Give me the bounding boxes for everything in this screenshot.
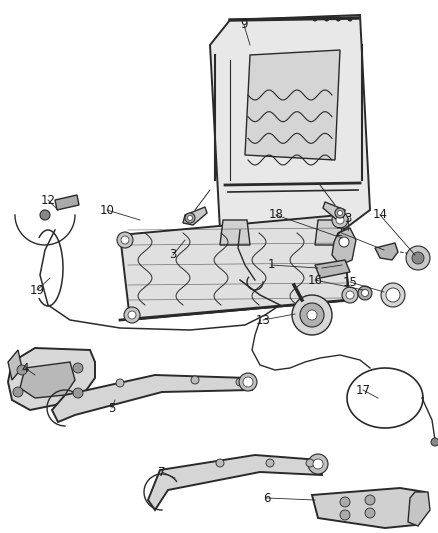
Polygon shape — [20, 362, 75, 398]
Circle shape — [386, 288, 400, 302]
Circle shape — [336, 17, 341, 21]
Text: 10: 10 — [99, 204, 114, 216]
Circle shape — [73, 388, 83, 398]
Text: 13: 13 — [255, 313, 270, 327]
Circle shape — [236, 378, 244, 386]
Circle shape — [117, 232, 133, 248]
Text: 9: 9 — [240, 19, 248, 31]
Circle shape — [381, 283, 405, 307]
Circle shape — [300, 303, 324, 327]
Text: 12: 12 — [40, 193, 56, 206]
Circle shape — [358, 286, 372, 300]
Circle shape — [338, 211, 343, 215]
Text: 7: 7 — [158, 465, 166, 479]
Text: 4: 4 — [21, 361, 29, 375]
Circle shape — [347, 17, 353, 21]
Text: 16: 16 — [307, 273, 322, 287]
Circle shape — [365, 508, 375, 518]
Circle shape — [243, 377, 253, 387]
Circle shape — [308, 454, 328, 474]
Polygon shape — [375, 243, 398, 260]
Polygon shape — [323, 202, 345, 220]
Circle shape — [332, 212, 348, 228]
Polygon shape — [52, 375, 252, 422]
Circle shape — [346, 291, 354, 299]
Circle shape — [128, 311, 136, 319]
Circle shape — [191, 376, 199, 384]
Circle shape — [17, 365, 27, 375]
Polygon shape — [315, 260, 350, 278]
Circle shape — [121, 236, 129, 244]
Circle shape — [185, 213, 195, 223]
Polygon shape — [220, 220, 250, 245]
Polygon shape — [120, 215, 350, 320]
Circle shape — [431, 438, 438, 446]
Circle shape — [342, 287, 358, 303]
Circle shape — [324, 17, 329, 21]
Circle shape — [307, 310, 317, 320]
Circle shape — [335, 208, 345, 218]
Polygon shape — [55, 195, 79, 210]
Circle shape — [239, 373, 257, 391]
Circle shape — [266, 459, 274, 467]
Text: 1: 1 — [267, 259, 275, 271]
Circle shape — [124, 307, 140, 323]
Circle shape — [216, 459, 224, 467]
Text: 3: 3 — [170, 248, 177, 262]
Circle shape — [40, 210, 50, 220]
Text: 6: 6 — [263, 491, 271, 505]
Circle shape — [13, 387, 23, 397]
Circle shape — [412, 252, 424, 264]
Polygon shape — [315, 220, 345, 245]
Circle shape — [339, 237, 349, 247]
Polygon shape — [148, 455, 322, 510]
Polygon shape — [332, 228, 356, 265]
Circle shape — [73, 363, 83, 373]
Circle shape — [340, 510, 350, 520]
Text: 17: 17 — [356, 384, 371, 397]
Text: 18: 18 — [268, 208, 283, 222]
Text: 19: 19 — [29, 284, 45, 296]
Circle shape — [292, 295, 332, 335]
Circle shape — [187, 215, 192, 221]
Circle shape — [116, 379, 124, 387]
Circle shape — [361, 289, 368, 296]
Polygon shape — [245, 50, 340, 160]
Text: 14: 14 — [372, 208, 388, 222]
Circle shape — [365, 495, 375, 505]
Circle shape — [306, 459, 314, 467]
Polygon shape — [183, 207, 207, 225]
Polygon shape — [210, 15, 370, 240]
Circle shape — [406, 246, 430, 270]
Polygon shape — [8, 350, 22, 380]
Polygon shape — [408, 492, 430, 526]
Text: 3: 3 — [344, 212, 352, 224]
Circle shape — [312, 17, 318, 21]
Circle shape — [340, 497, 350, 507]
Text: 2: 2 — [335, 225, 343, 238]
Text: 5: 5 — [108, 401, 116, 415]
Circle shape — [336, 216, 344, 224]
Circle shape — [313, 459, 323, 469]
Text: 15: 15 — [343, 276, 357, 288]
Polygon shape — [8, 348, 95, 410]
Polygon shape — [312, 488, 428, 528]
